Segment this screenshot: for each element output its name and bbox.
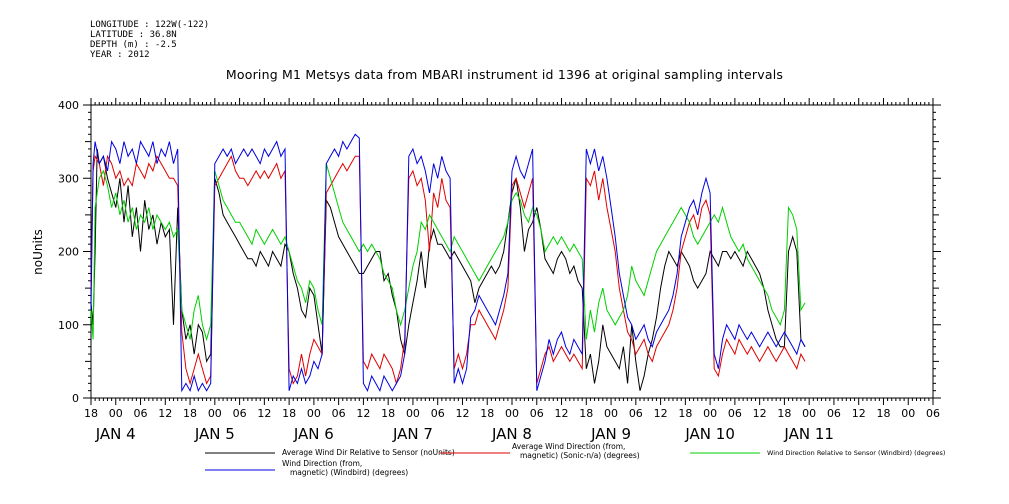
metadata-block: LONGITUDE : 122W(-122) LATITUDE : 36.8N … bbox=[90, 20, 209, 60]
series-layer bbox=[90, 133, 806, 393]
x-tick-label: 00 bbox=[604, 407, 618, 420]
x-tick-label: 00 bbox=[109, 407, 123, 420]
series-line-1 bbox=[90, 148, 806, 391]
x-tick-label: 18 bbox=[480, 407, 494, 420]
x-tick-label: 18 bbox=[579, 407, 593, 420]
x-tick-label: 00 bbox=[406, 407, 420, 420]
x-tick-label: 18 bbox=[381, 407, 395, 420]
plot-frame bbox=[90, 104, 934, 399]
legend-label-2: magnetic) (Sonic-n/a) (degrees) bbox=[520, 451, 640, 460]
series-line-2 bbox=[90, 154, 806, 386]
x-tick-label: 00 bbox=[901, 407, 915, 420]
x-tick-label: 18 bbox=[678, 407, 692, 420]
legend-label-1: Average Wind Dir Relative to Sensor (noU… bbox=[282, 448, 455, 457]
x-tick-label: 12 bbox=[257, 407, 271, 420]
x-tick-label: 18 bbox=[777, 407, 791, 420]
year-text: YEAR : 2012 bbox=[90, 50, 150, 60]
y-tick-label: 0 bbox=[72, 392, 79, 405]
legend-label-4: magnetic) (Windbird) (degrees) bbox=[290, 468, 408, 477]
x-tick-label: 00 bbox=[505, 407, 519, 420]
x-tick-label: 18 bbox=[84, 407, 98, 420]
depth-text: DEPTH (m) : -2.5 bbox=[90, 40, 177, 50]
legend: Average Wind Dir Relative to Sensor (noU… bbox=[205, 442, 945, 477]
x-tick-label: 12 bbox=[852, 407, 866, 420]
x-tick-label: 12 bbox=[356, 407, 370, 420]
x-tick-label: 06 bbox=[233, 407, 247, 420]
chart-title: Mooring M1 Metsys data from MBARI instru… bbox=[225, 67, 784, 82]
x-tick-label: 00 bbox=[307, 407, 321, 420]
x-tick-label: 12 bbox=[455, 407, 469, 420]
legend-label-3: Wind Direction Relative to Sensor (Windb… bbox=[767, 449, 945, 457]
series-line-4 bbox=[90, 133, 806, 393]
legend-label-4: Wind Direction (from, bbox=[282, 459, 362, 468]
y-tick-label: 200 bbox=[58, 246, 79, 259]
x-tick-label: 00 bbox=[802, 407, 816, 420]
x-tick-label: 06 bbox=[332, 407, 346, 420]
series-line-3 bbox=[90, 163, 806, 342]
y-axis: 0 100 200 300 400 bbox=[58, 99, 941, 405]
y-tick-label: 400 bbox=[58, 99, 79, 112]
y-tick-label: 300 bbox=[58, 172, 79, 185]
x-tick-label: 06 bbox=[530, 407, 544, 420]
x-day-label: JAN 4 bbox=[95, 425, 136, 443]
x-day-label: JAN 10 bbox=[684, 425, 735, 443]
latitude-text: LATITUDE : 36.8N bbox=[90, 30, 177, 40]
x-day-label: JAN 5 bbox=[194, 425, 235, 443]
x-tick-label: 00 bbox=[703, 407, 717, 420]
x-axis: 18 00 06 12 18 00 06 12 18 00 06 12 18 00 06 12 18 00 06 12… bbox=[84, 98, 940, 443]
x-tick-label: 06 bbox=[926, 407, 940, 420]
x-tick-label: 18 bbox=[876, 407, 890, 420]
x-tick-label: 06 bbox=[629, 407, 643, 420]
x-tick-label: 06 bbox=[728, 407, 742, 420]
plot-border bbox=[90, 104, 934, 399]
x-tick-label: 18 bbox=[183, 407, 197, 420]
legend-label-2: Average Wind Direction (from, bbox=[512, 442, 625, 451]
x-tick-label: 12 bbox=[555, 407, 569, 420]
x-tick-label: 00 bbox=[208, 407, 222, 420]
x-tick-label: 12 bbox=[158, 407, 172, 420]
x-day-label: JAN 9 bbox=[590, 425, 631, 443]
x-tick-label: 12 bbox=[753, 407, 767, 420]
y-tick-label: 100 bbox=[58, 319, 79, 332]
x-day-label: JAN 8 bbox=[491, 425, 532, 443]
x-tick-label: 06 bbox=[431, 407, 445, 420]
x-tick-label: 12 bbox=[654, 407, 668, 420]
x-tick-label: 06 bbox=[134, 407, 148, 420]
x-day-label: JAN 11 bbox=[783, 425, 834, 443]
longitude-text: LONGITUDE : 122W(-122) bbox=[90, 20, 210, 30]
x-tick-label: 06 bbox=[827, 407, 841, 420]
x-day-label: JAN 7 bbox=[392, 425, 433, 443]
y-axis-label: noUnits bbox=[31, 229, 45, 275]
x-day-label: JAN 6 bbox=[293, 425, 334, 443]
x-tick-label: 18 bbox=[282, 407, 296, 420]
